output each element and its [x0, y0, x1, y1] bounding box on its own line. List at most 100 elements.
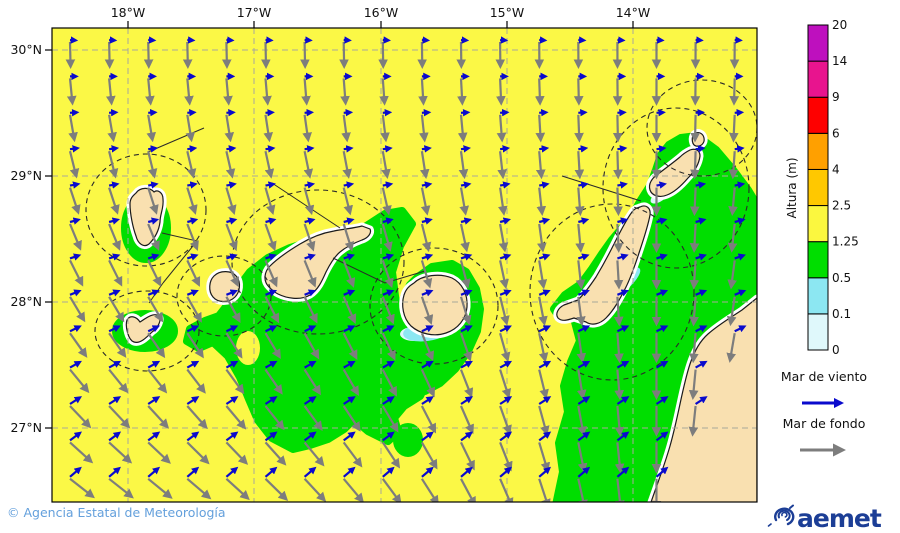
swell-arrow — [69, 259, 84, 287]
wind-sea-arrow — [304, 289, 317, 297]
wind-sea-arrow — [499, 289, 512, 297]
swell-arrow — [186, 150, 197, 179]
wind-sea-arrow — [656, 289, 669, 297]
swell-arrow — [538, 442, 551, 473]
swell-arrow — [303, 187, 315, 216]
swell-arrow — [420, 441, 438, 470]
swell-arrow — [459, 223, 470, 253]
wind-sea-arrow — [578, 145, 589, 153]
wind-sea-arrow — [226, 145, 237, 153]
wind-sea-arrow — [69, 181, 81, 189]
wind-sea-arrow — [538, 325, 552, 333]
swell-arrow — [225, 223, 238, 252]
swell-arrow — [147, 223, 160, 251]
swell-arrow — [264, 368, 283, 395]
wind-sea-arrow — [225, 289, 238, 297]
swell-arrow — [108, 223, 121, 251]
swell-arrow — [690, 114, 701, 143]
wind-sea-arrow — [538, 360, 552, 369]
swell-arrow — [458, 151, 469, 180]
swell-arrow — [342, 260, 356, 288]
colorbar-segment — [807, 241, 829, 279]
swell-arrow — [69, 296, 86, 323]
wind-sea-arrow — [69, 396, 83, 405]
wind-sea-arrow — [108, 181, 120, 189]
swell-arrow — [459, 405, 474, 435]
swell-arrow — [613, 151, 623, 180]
swell-arrow — [726, 296, 737, 327]
wind-sea-arrow — [695, 360, 708, 369]
swell-arrow — [68, 187, 81, 215]
wind-sea-arrow — [655, 360, 669, 369]
wind-sea-arrow — [421, 217, 433, 225]
swell-arrow — [577, 405, 587, 437]
swell-arrow — [499, 478, 514, 502]
wind-sea-arrow — [499, 253, 512, 261]
lat-label: 29°N — [10, 168, 42, 183]
swell-arrow — [184, 78, 194, 106]
swell-arrow — [574, 187, 585, 217]
wind-sea-arrow — [499, 217, 512, 225]
lon-label: 15°W — [490, 5, 525, 20]
wind-sea-arrow — [695, 145, 706, 153]
lat-label: 30°N — [10, 42, 42, 57]
wind-sea-arrow — [734, 217, 746, 225]
swell-arrow — [186, 368, 206, 394]
wind-sea-label: Mar de viento — [781, 369, 867, 384]
swell-arrow — [65, 41, 76, 70]
colorbar-segment — [807, 60, 829, 98]
swell-arrow — [182, 41, 193, 70]
island-fuerteventura — [556, 205, 651, 325]
swell-arrow — [342, 441, 363, 468]
wind-sea-arrow — [421, 145, 432, 153]
wind-sea-arrow — [460, 217, 472, 225]
wind-sea-arrow — [147, 253, 160, 261]
swell-arrow — [577, 478, 588, 502]
swell-arrow — [419, 151, 430, 180]
swell-arrow — [303, 223, 316, 252]
swell-arrow — [727, 260, 737, 290]
wind-sea-arrow — [499, 325, 512, 333]
swell-arrow — [69, 477, 95, 499]
lon-label: 14°W — [616, 5, 651, 20]
wind-sea-arrow — [108, 466, 121, 478]
swell-arrow — [303, 369, 321, 396]
colorbar-tick-label: 0 — [832, 343, 840, 357]
swell-arrow — [496, 114, 507, 143]
wind-sea-arrow — [421, 253, 434, 261]
swell-arrow — [688, 369, 699, 400]
aemet-logo: aemet — [767, 504, 883, 533]
swell-arrow — [690, 151, 700, 180]
swell-arrow — [108, 296, 125, 323]
wind-sea-arrow — [264, 466, 278, 478]
wind-sea-arrow — [460, 289, 473, 297]
wind-sea-arrow — [226, 253, 238, 261]
swell-label: Mar de fondo — [783, 416, 866, 431]
wind-sea-arrow — [577, 253, 590, 261]
wind-sea-arrow — [186, 253, 199, 261]
swell-arrow — [147, 259, 162, 287]
swell-arrow — [379, 78, 389, 106]
wind-sea-arrow — [421, 181, 433, 189]
wind-sea-arrow — [69, 253, 82, 261]
swell-arrow — [340, 78, 350, 106]
wind-sea-arrow — [382, 396, 395, 405]
colorbar-tick-label: 14 — [832, 54, 847, 68]
swell-arrow — [420, 405, 437, 434]
wind-sea-arrow — [304, 253, 316, 261]
swell-arrow — [186, 187, 198, 215]
wind-sea-arrow — [695, 289, 708, 297]
wind-sea-arrow — [186, 466, 200, 478]
swell-arrow — [613, 187, 623, 217]
island-tenerife — [264, 225, 372, 299]
yellow-patch-in-green — [236, 331, 260, 365]
copyright-text: © Agencia Estatal de Meteorología — [7, 505, 226, 520]
wind-sea-arrow — [343, 325, 356, 333]
colorbar-segment — [807, 205, 829, 243]
swell-arrow — [420, 296, 434, 325]
swell-arrow — [225, 332, 243, 359]
wind-sea-arrow — [264, 431, 278, 442]
wind-sea-arrow — [108, 145, 120, 153]
swell-arrow — [225, 259, 239, 288]
wind-sea-arrow — [617, 181, 628, 189]
